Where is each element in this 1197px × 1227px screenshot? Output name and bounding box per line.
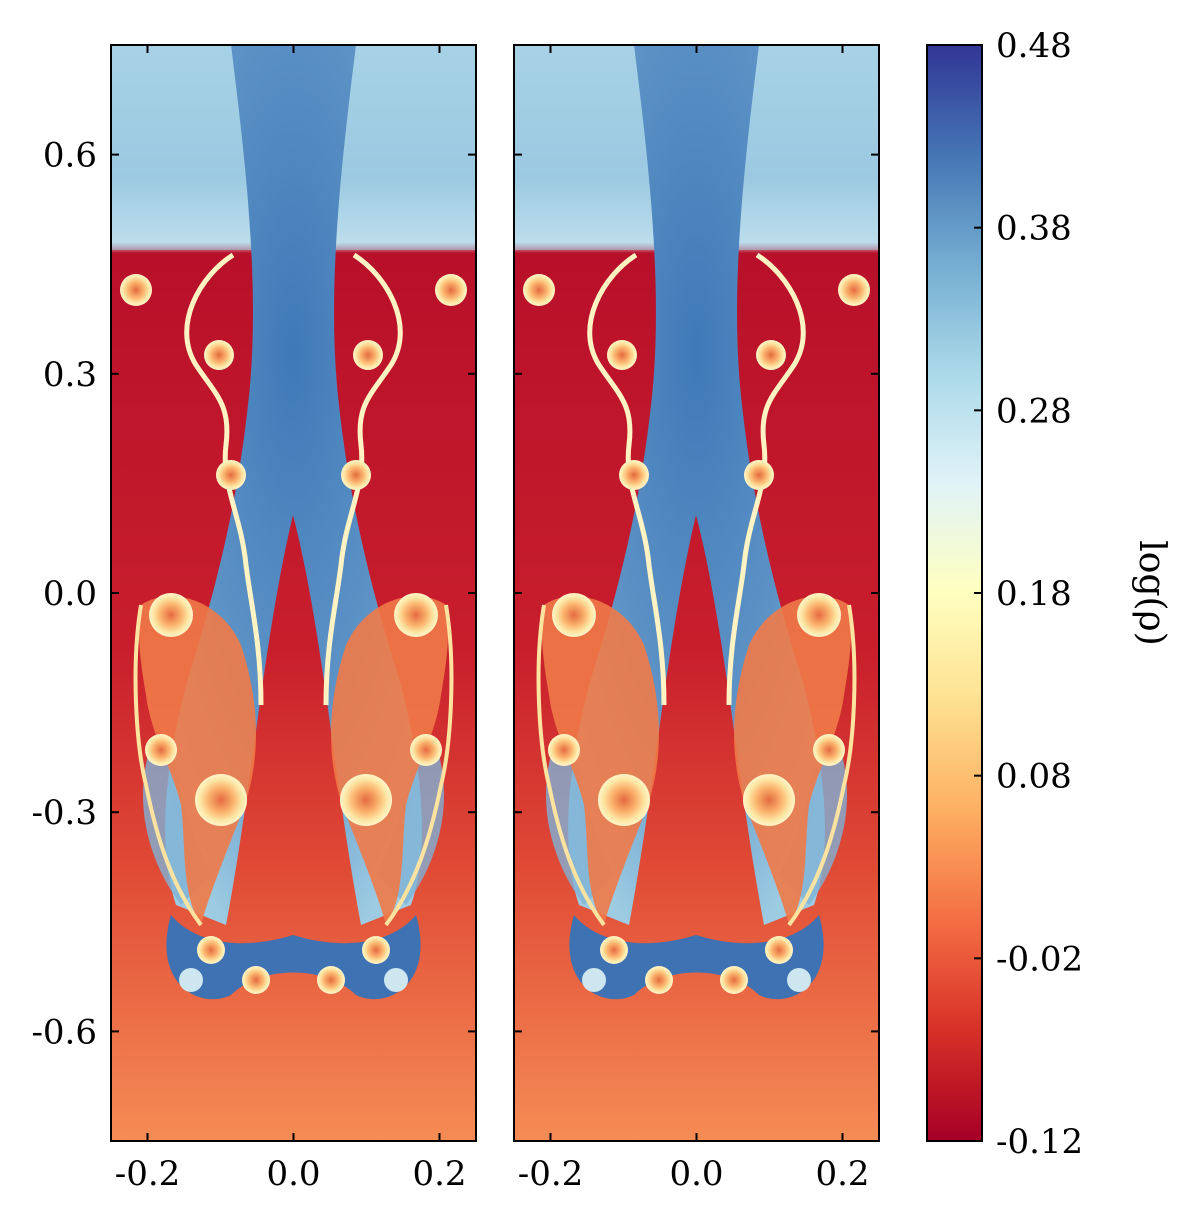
y-tick-label: 0.0 <box>43 574 97 614</box>
y-tick-label: 0.6 <box>43 136 97 176</box>
colorbar-ticks: 0.48 0.38 0.28 0.18 0.08 -0.02 -0.12 <box>974 26 1083 1162</box>
panel-left: -0.2 0.0 0.2 0.6 0.3 0.0 -0.3 -0.6 <box>31 44 477 1194</box>
density-field-left <box>111 45 476 1141</box>
x-tick-label: 0.0 <box>266 1154 320 1194</box>
colorbar-tick-label: 0.08 <box>996 757 1072 797</box>
ticks-left: -0.2 0.0 0.2 0.6 0.3 0.0 -0.3 -0.6 <box>31 45 476 1194</box>
x-tick-label: 0.2 <box>412 1154 466 1194</box>
colorbar-tick-label: -0.02 <box>996 939 1083 979</box>
colorbar-tick-label: -0.12 <box>996 1122 1083 1162</box>
x-tick-label: -0.2 <box>518 1154 584 1194</box>
y-tick-label: 0.3 <box>43 355 97 395</box>
y-tick-label: -0.6 <box>31 1012 97 1052</box>
colorbar-tick-label: 0.18 <box>996 574 1072 614</box>
x-tick-label: 0.2 <box>815 1154 869 1194</box>
colorbar-tick-label: 0.28 <box>996 391 1072 431</box>
y-tick-label: -0.3 <box>31 793 97 833</box>
colorbar-gradient <box>927 45 982 1141</box>
x-tick-label: -0.2 <box>115 1154 181 1194</box>
colorbar: 0.48 0.38 0.28 0.18 0.08 -0.02 -0.12 log(ρ) <box>926 26 1172 1162</box>
density-field-right <box>514 45 879 1141</box>
colorbar-tick-label: 0.48 <box>996 26 1072 66</box>
colorbar-tick-label: 0.38 <box>996 209 1072 249</box>
x-tick-label: 0.0 <box>669 1154 723 1194</box>
colorbar-label: log(ρ) <box>1131 540 1172 646</box>
panel-right: -0.2 0.0 0.2 <box>513 44 880 1194</box>
ticks-right: -0.2 0.0 0.2 <box>514 45 879 1194</box>
